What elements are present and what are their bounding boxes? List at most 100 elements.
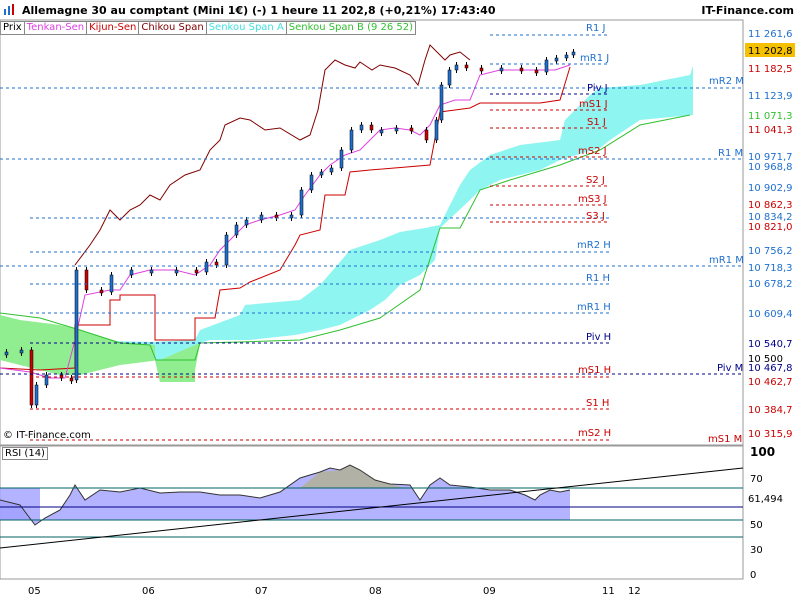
pivot-label: Piv M (717, 363, 743, 374)
pivot-label: mS1 J (579, 99, 608, 110)
pivot-label: S2 J (586, 175, 605, 186)
title-bar: Allemagne 30 au comptant (Mini 1€) (-) 1… (0, 0, 800, 20)
rsi-trendline[interactable] (0, 467, 744, 549)
time-label: 11 (602, 586, 615, 597)
time-label: 08 (369, 586, 382, 597)
candle (44, 374, 49, 386)
candle (99, 289, 104, 294)
candle (534, 69, 539, 74)
price-tick: 10 821,0 (748, 222, 793, 233)
candle (447, 69, 452, 86)
candle (34, 384, 39, 406)
candle (394, 127, 399, 132)
price-tick: 10 756,2 (748, 246, 793, 257)
rsi-tick: 0 (750, 570, 756, 581)
price-tick: 10 384,7 (748, 405, 793, 416)
candle (224, 234, 229, 266)
time-label: 12 (628, 586, 641, 597)
price-tick: 10 315,9 (748, 429, 793, 440)
pivot-label: mR2 H (577, 240, 611, 251)
candle (409, 127, 414, 132)
pivot-label: mS1 H (578, 365, 611, 376)
price-tick: 11 071,3 (748, 111, 793, 122)
pivot-levels (0, 34, 743, 441)
candle (479, 67, 484, 72)
price-tick: 11 123,9 (748, 91, 793, 102)
rsi-label[interactable]: RSI (14) (2, 447, 48, 460)
price-tick: 10 971,7 (748, 152, 793, 163)
candle (149, 269, 154, 274)
rsi-tick: 70 (750, 474, 763, 485)
price-tick: 11 182,5 (748, 64, 793, 75)
candle (439, 84, 444, 121)
pivot-label: R1 H (586, 273, 610, 284)
time-label: 05 (28, 586, 41, 597)
legend-item-senkou-a[interactable]: Senkou Span A (205, 21, 287, 35)
candle (299, 189, 304, 216)
rsi-tick: 50 (750, 520, 763, 531)
current-price-box (745, 43, 795, 57)
copyright: © IT-Finance.com (3, 430, 91, 441)
current-price: 11 202,8 (748, 46, 793, 57)
pivot-label: R1 J (586, 23, 605, 34)
candle (454, 64, 459, 71)
price-tick: 10 609,4 (748, 309, 793, 320)
price-tick: 10 678,2 (748, 279, 793, 290)
rsi-axis: 100 70 61,494 50 30 0 (748, 445, 783, 581)
candle (19, 349, 24, 354)
candle (319, 171, 324, 176)
pivot-label: Piv J (587, 83, 608, 94)
rsi-value: 61,494 (748, 494, 783, 505)
candle (289, 214, 294, 219)
candle (74, 269, 79, 381)
pivot-label: R1 M (718, 148, 743, 159)
chart-logo-icon (4, 4, 14, 15)
candle (69, 377, 74, 382)
pivot-label: mR1 M (709, 255, 744, 266)
price-tick: 11 041,3 (748, 125, 793, 136)
rsi-tick: 30 (750, 545, 763, 556)
candle (4, 351, 9, 356)
rsi-overbought-area (300, 465, 405, 488)
brand-name: IT-Finance.com (701, 4, 794, 17)
pivot-label: mS1 M (708, 434, 742, 445)
chart-title: Allemagne 30 au comptant (Mini 1€) (-) 1… (22, 4, 496, 17)
candle (379, 129, 384, 134)
price-tick: 10 834,2 (748, 212, 793, 223)
time-label: 07 (255, 586, 268, 597)
price-tick: 10 467,8 (748, 363, 793, 374)
candle (174, 269, 179, 274)
price-tick: 10 718,3 (748, 263, 793, 274)
price-tick: 10 540,7 (748, 339, 793, 350)
price-tick: 10 902,9 (748, 183, 793, 194)
candle (234, 224, 239, 236)
candle (349, 129, 354, 151)
pivot-label: S1 J (587, 117, 606, 128)
chikou-span-line (74, 44, 471, 266)
candle (244, 219, 249, 226)
rsi-panel (0, 445, 744, 580)
ichimoku-cloud (0, 66, 693, 382)
candle (564, 54, 569, 59)
legend-item-kijun[interactable]: Kijun-Sen (86, 21, 140, 35)
price-candles (4, 49, 576, 408)
rsi-line (0, 464, 571, 526)
time-label: 06 (142, 586, 155, 597)
pivot-label: mS2 J (578, 146, 607, 157)
price-tick: 10 862,3 (748, 200, 793, 211)
candle (204, 261, 209, 273)
price-tick: 11 261,6 (748, 29, 793, 40)
candle (194, 269, 199, 274)
candle (519, 67, 524, 72)
pivot-label: mR1 H (577, 302, 611, 313)
candle (464, 64, 469, 69)
pivot-label: Piv H (586, 332, 611, 343)
candle (571, 51, 576, 56)
pivot-label: S3 J (586, 211, 605, 222)
candle (434, 119, 439, 141)
candle (369, 124, 374, 131)
candle (129, 269, 134, 276)
pivot-label: mR1 J (580, 53, 609, 64)
legend-item-senkou-b[interactable]: Senkou Span B (9 26 52) (285, 21, 417, 35)
